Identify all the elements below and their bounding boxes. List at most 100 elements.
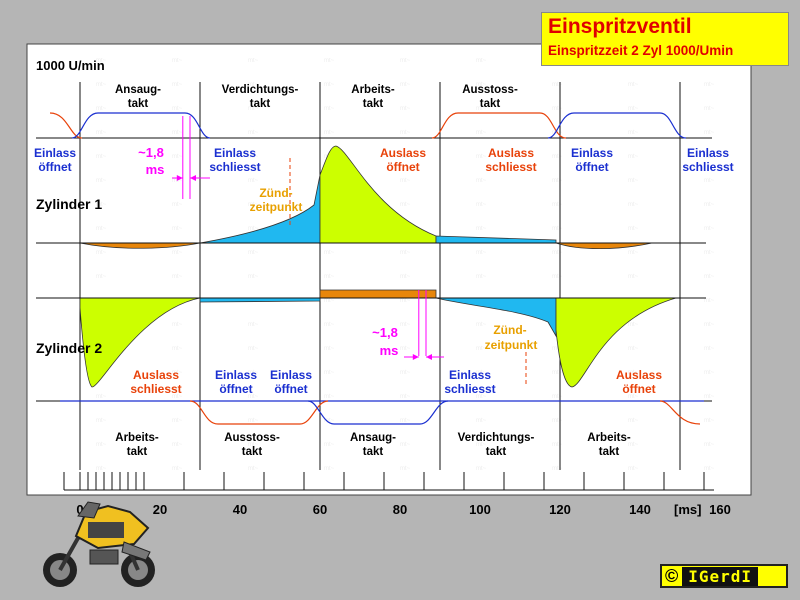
texture-mark: mt~	[704, 394, 715, 400]
top-stroke-4-line1: Ausstoss-	[462, 84, 518, 96]
texture-mark: mt~	[96, 130, 107, 136]
texture-mark: mt~	[172, 466, 183, 472]
cyl2-combustion-2	[555, 297, 677, 388]
texture-mark: mt~	[628, 226, 639, 232]
texture-mark: mt~	[476, 178, 487, 184]
cyl1-event-6-line2: schliesst	[682, 160, 733, 174]
texture-mark: mt~	[248, 322, 259, 328]
cyl1-event-1-line1: Einlass	[34, 146, 76, 160]
diagram-panel	[26, 43, 752, 496]
texture-mark: mt~	[172, 442, 183, 448]
cyl2-exhaust-open-2	[659, 400, 701, 425]
texture-mark: mt~	[400, 442, 411, 448]
texture-mark: mt~	[552, 250, 563, 256]
texture-mark: mt~	[96, 394, 107, 400]
cyl1-event-5-line1: Einlass	[571, 146, 613, 160]
texture-mark: mt~	[172, 418, 183, 424]
cyl2-injection-arrowhead-left	[412, 354, 419, 360]
top-stroke-3-line1: Arbeits-	[351, 84, 395, 96]
texture-mark: mt~	[324, 298, 335, 304]
texture-mark: mt~	[172, 322, 183, 328]
texture-mark: mt~	[704, 322, 715, 328]
texture-mark: mt~	[704, 178, 715, 184]
cyl1-event-2-line1: Einlass	[214, 146, 256, 160]
top-stroke-3-line2: takt	[363, 98, 384, 110]
cyl1-injection-arrowhead-left	[176, 175, 183, 181]
texture-mark: mt~	[248, 466, 259, 472]
texture-mark: mt~	[248, 130, 259, 136]
texture-mark: mt~	[552, 154, 563, 160]
texture-mark: mt~	[476, 58, 487, 64]
title: Einspritzventil	[548, 15, 692, 38]
texture-mark: mt~	[172, 202, 183, 208]
texture-mark: mt~	[96, 418, 107, 424]
texture-mark: mt~	[476, 322, 487, 328]
texture-mark: mt~	[324, 250, 335, 256]
cyl2-injection-arrowhead-right	[426, 354, 432, 360]
cyl1-combustion	[319, 145, 437, 244]
cyl2-injection-duration: ~1,8	[372, 325, 398, 340]
texture-mark: mt~	[96, 250, 107, 256]
texture-mark: mt~	[324, 466, 335, 472]
texture-mark: mt~	[628, 274, 639, 280]
bottom-stroke-3-line1: Ansaug-	[350, 432, 396, 444]
texture-mark: mt~	[248, 394, 259, 400]
cyl1-event-4-line2: schliesst	[485, 160, 536, 174]
texture-mark: mt~	[400, 202, 411, 208]
texture-mark: mt~	[248, 178, 259, 184]
texture-mark: mt~	[476, 442, 487, 448]
texture-mark: mt~	[400, 346, 411, 352]
texture-mark: mt~	[172, 250, 183, 256]
cyl2-event-2-line2: öffnet	[219, 382, 252, 396]
texture-mark: mt~	[704, 274, 715, 280]
cyl1-compression	[199, 174, 321, 244]
cyl1-event-4-line1: Auslass	[488, 146, 534, 160]
cyl2-combustion	[79, 297, 201, 388]
cyl1-events: Einlass öffnet Einlass schliesst Auslass…	[34, 146, 734, 174]
texture-mark: mt~	[400, 130, 411, 136]
texture-mark: mt~	[628, 346, 639, 352]
cyl1-injection-unit: ms	[146, 162, 165, 177]
texture-mark: mt~	[628, 466, 639, 472]
texture-mark: mt~	[96, 274, 107, 280]
top-strokes: Ansaug- takt Verdichtungs- takt Arbeits-…	[115, 84, 518, 110]
texture-mark: mt~	[324, 394, 335, 400]
texture-mark: mt~	[704, 298, 715, 304]
texture-mark: mt~	[324, 58, 335, 64]
axis-tick-label: 100	[469, 502, 491, 517]
texture-mark: mt~	[324, 442, 335, 448]
texture-mark: mt~	[704, 154, 715, 160]
texture-mark: mt~	[248, 442, 259, 448]
bottom-stroke-4-line1: Verdichtungs-	[458, 432, 535, 444]
texture-mark: mt~	[704, 250, 715, 256]
axis-tick-label: 40	[233, 502, 247, 517]
texture-mark: mt~	[628, 442, 639, 448]
axis-tick-label: 160	[709, 502, 731, 517]
texture-mark: mt~	[400, 418, 411, 424]
texture-mark: mt~	[476, 274, 487, 280]
texture-mark: mt~	[324, 322, 335, 328]
texture-mark: mt~	[704, 82, 715, 88]
cyl2-event-5-line2: öffnet	[622, 382, 655, 396]
title-box: Einspritzventil Einspritzzeit 2 Zyl 1000…	[541, 12, 789, 66]
speed-label: 1000 U/min	[36, 58, 105, 73]
bottom-stroke-3-line2: takt	[363, 446, 384, 458]
texture-mark: mt~	[704, 346, 715, 352]
axis-tick-label: 80	[393, 502, 407, 517]
texture-mark: mt~	[552, 274, 563, 280]
texture-mark: mt~	[400, 154, 411, 160]
texture-mark: mt~	[552, 178, 563, 184]
texture-mark: mt~	[248, 250, 259, 256]
texture-mark: mt~	[248, 226, 259, 232]
texture-mark: mt~	[172, 274, 183, 280]
top-stroke-2-line1: Verdichtungs-	[222, 84, 299, 96]
texture-mark: mt~	[324, 130, 335, 136]
texture-mark: mt~	[172, 370, 183, 376]
texture-mark: mt~	[172, 130, 183, 136]
texture-mark: mt~	[552, 106, 563, 112]
author-name: IGerdI	[682, 566, 759, 586]
texture-mark: mt~	[552, 418, 563, 424]
bottom-stroke-1-line2: takt	[127, 446, 148, 458]
texture-mark: mt~	[248, 82, 259, 88]
